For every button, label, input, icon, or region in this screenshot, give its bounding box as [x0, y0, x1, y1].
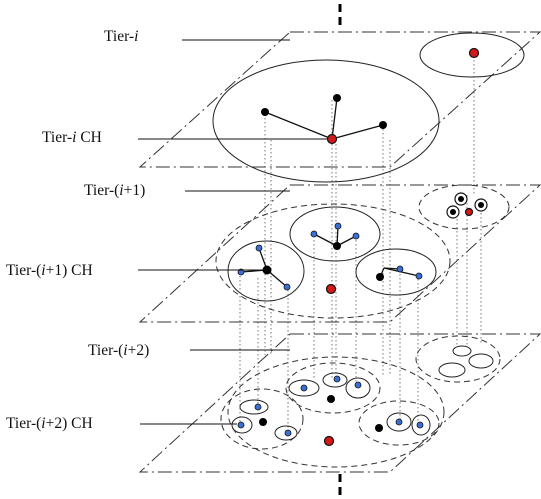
tier-i-plane	[138, 31, 541, 183]
tier-i-small-cluster	[419, 32, 525, 78]
tier-i-main-cluster	[212, 59, 440, 183]
tier-i2-ch-label: Tier-(i+2) CH	[6, 415, 93, 432]
cluster-head	[325, 283, 337, 295]
tier-i-label: Tier-i	[104, 28, 138, 45]
cluster-head	[468, 47, 480, 59]
tier-i1-label: Tier-(i+1)	[84, 182, 145, 199]
cluster-head	[323, 435, 335, 447]
node	[379, 121, 387, 129]
tier-i1-ch-label: Tier-(i+1) CH	[6, 262, 93, 279]
tier-i1-ch-label-group: Tier-(i+1) CH	[6, 262, 263, 279]
tier-i-ch-label: Tier-i CH	[42, 129, 102, 146]
tier-i2-corner-cluster	[415, 335, 501, 383]
cluster-head	[326, 133, 338, 145]
tier-i1-plane	[138, 184, 541, 323]
node	[333, 94, 341, 102]
tier-i2-ch-label-group: Tier-(i+2) CH	[6, 415, 237, 432]
tier-i-label-group: Tier-i	[104, 28, 290, 45]
tier-i2-label: Tier-(i+2)	[88, 342, 149, 359]
tier-i2-plane	[138, 333, 541, 473]
tier-i2-big-cluster	[227, 356, 445, 468]
tier-i1-label-group: Tier-(i+1)	[84, 182, 290, 199]
tier-i-ch-label-group: Tier-i CH	[42, 129, 327, 146]
tier-i2-label-group: Tier-(i+2)	[88, 342, 290, 359]
tier-i1-corner-cluster	[418, 184, 510, 230]
node	[261, 108, 269, 116]
tier-i1-big-cluster	[215, 203, 451, 319]
